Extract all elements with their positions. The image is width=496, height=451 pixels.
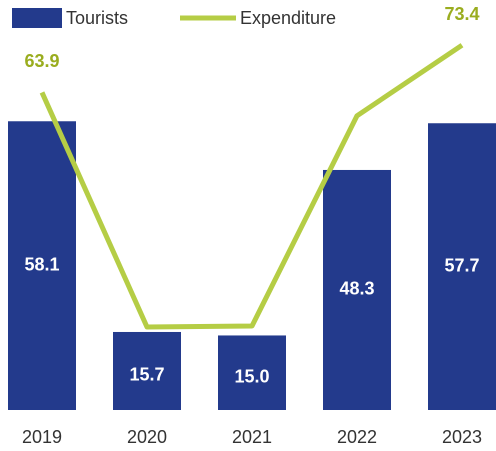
line-value-label: 73.4 bbox=[444, 4, 479, 24]
legend-label: Expenditure bbox=[240, 8, 336, 28]
x-tick-label: 2019 bbox=[22, 427, 62, 447]
bar-value-label: 57.7 bbox=[444, 255, 479, 275]
x-tick-label: 2022 bbox=[337, 427, 377, 447]
bar-value-label: 58.1 bbox=[24, 254, 59, 274]
bar-value-label: 15.7 bbox=[129, 365, 164, 385]
bar bbox=[323, 169, 391, 410]
legend-swatch bbox=[12, 8, 62, 28]
x-tick-label: 2023 bbox=[442, 427, 482, 447]
bar-value-label: 15.0 bbox=[234, 366, 269, 386]
line-value-label: 63.9 bbox=[24, 51, 59, 71]
x-tick-label: 2021 bbox=[232, 427, 272, 447]
x-tick-label: 2020 bbox=[127, 427, 167, 447]
bar bbox=[428, 123, 496, 411]
bar bbox=[218, 335, 286, 410]
bar bbox=[113, 331, 181, 410]
bar-value-label: 48.3 bbox=[339, 279, 374, 299]
line bbox=[39, 43, 464, 330]
legend-label: Tourists bbox=[66, 8, 128, 28]
bar bbox=[8, 121, 76, 410]
